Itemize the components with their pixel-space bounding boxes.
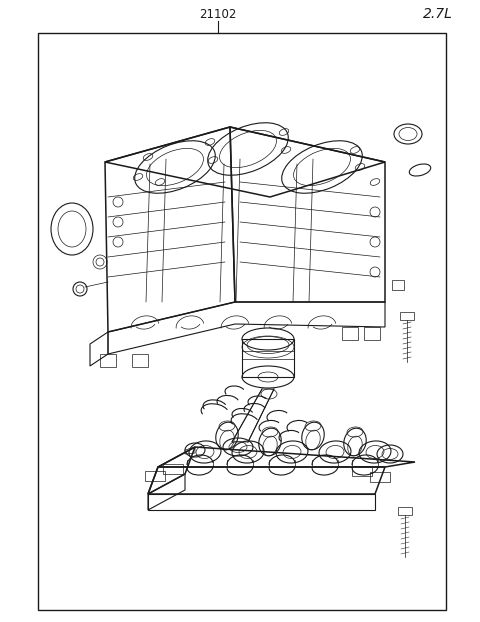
Text: 2.7L: 2.7L	[423, 7, 453, 21]
Bar	[38, 33, 446, 610]
Text: 21102: 21102	[199, 7, 237, 21]
